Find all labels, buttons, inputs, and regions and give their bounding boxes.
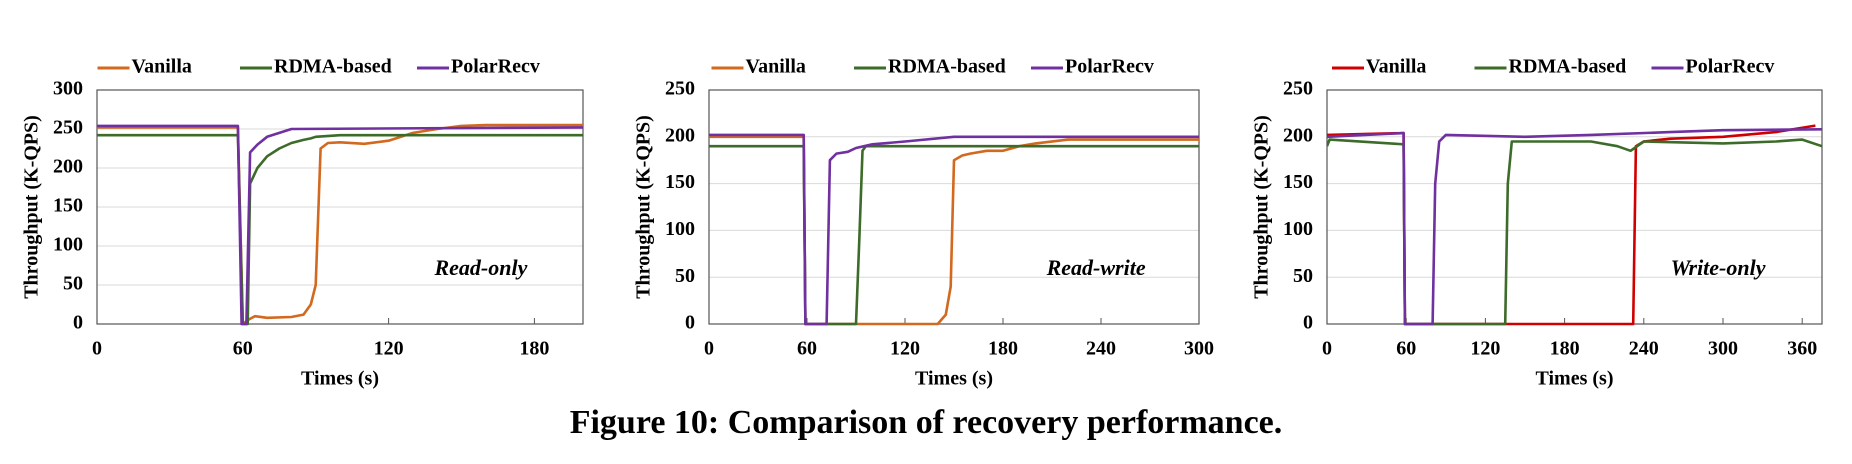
series-line	[97, 123, 583, 326]
legend-label: Vanilla	[132, 56, 192, 78]
x-tick-label: 180	[988, 338, 1018, 360]
legend-label: RDMA-based	[1509, 56, 1627, 78]
y-tick-label: 150	[1283, 171, 1313, 193]
x-tick-label: 120	[890, 338, 920, 360]
x-tick-label: 60	[233, 338, 253, 360]
plot-frame	[96, 89, 584, 325]
series-line	[97, 133, 583, 326]
y-axis-label: Throughput (K-QPS)	[21, 115, 43, 299]
legend-label: Vanilla	[1366, 56, 1426, 78]
x-tick-label: 240	[1629, 338, 1659, 360]
series-line	[709, 133, 1199, 326]
y-tick-label: 100	[53, 234, 83, 256]
y-axis-label: Throughput (K-QPS)	[1251, 115, 1273, 299]
x-tick-label: 300	[1708, 338, 1738, 360]
x-tick-label: 180	[519, 338, 549, 360]
y-tick-label: 200	[665, 124, 695, 146]
y-tick-label: 150	[665, 171, 695, 193]
plot-frame	[1326, 89, 1823, 325]
series-line	[1327, 128, 1822, 326]
annotation: Read-only	[433, 255, 527, 280]
x-axis-label: Times (s)	[915, 368, 993, 390]
legend-label: PolarRecv	[451, 56, 540, 78]
y-axis-label: Throughput (K-QPS)	[633, 115, 655, 299]
annotation: Read-write	[1046, 255, 1146, 280]
x-tick-label: 240	[1086, 338, 1116, 360]
x-tick-label: 120	[374, 338, 404, 360]
y-tick-label: 250	[1283, 78, 1313, 100]
y-tick-label: 150	[53, 195, 83, 217]
y-tick-label: 100	[1283, 218, 1313, 240]
series-line	[97, 124, 583, 326]
y-tick-label: 250	[665, 78, 695, 100]
legend-label: RDMA-based	[888, 56, 1006, 78]
legend-label: PolarRecv	[1065, 56, 1154, 78]
caption: Figure 10: Comparison of recovery perfor…	[570, 404, 1283, 441]
x-tick-label: 180	[1550, 338, 1580, 360]
series-line	[1327, 124, 1816, 326]
y-tick-label: 50	[63, 273, 83, 295]
x-tick-label: 60	[1396, 338, 1416, 360]
y-tick-label: 250	[53, 117, 83, 139]
legend-label: RDMA-based	[274, 56, 392, 78]
y-tick-label: 0	[685, 312, 695, 334]
x-tick-label: 360	[1787, 338, 1817, 360]
y-tick-label: 100	[665, 218, 695, 240]
y-tick-label: 50	[1293, 265, 1313, 287]
x-tick-label: 0	[704, 338, 714, 360]
legend-label: Vanilla	[746, 56, 806, 78]
y-tick-label: 50	[675, 265, 695, 287]
x-axis-label: Times (s)	[1536, 368, 1614, 390]
x-tick-label: 0	[92, 338, 102, 360]
y-tick-label: 200	[53, 156, 83, 178]
y-tick-label: 300	[53, 78, 83, 100]
series-line	[1327, 138, 1822, 326]
plot-frame	[708, 89, 1200, 325]
x-tick-label: 0	[1322, 338, 1332, 360]
x-axis-label: Times (s)	[301, 368, 379, 390]
x-tick-label: 60	[797, 338, 817, 360]
x-tick-label: 300	[1184, 338, 1214, 360]
y-tick-label: 200	[1283, 124, 1313, 146]
annotation: Write-only	[1671, 255, 1766, 280]
y-tick-label: 0	[1303, 312, 1313, 334]
y-tick-label: 0	[73, 312, 83, 334]
legend-label: PolarRecv	[1686, 56, 1775, 78]
x-tick-label: 120	[1470, 338, 1500, 360]
